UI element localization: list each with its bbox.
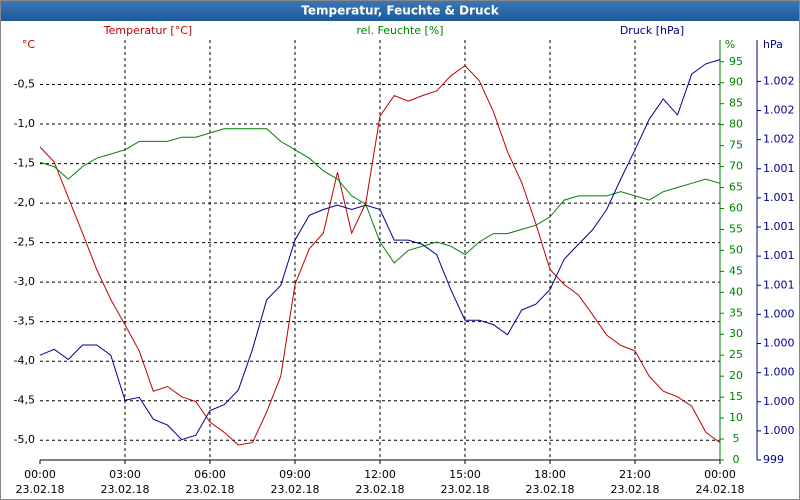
y2-tick-label: 25 xyxy=(729,348,743,361)
x-tick-label: 00:00 xyxy=(704,468,736,481)
x-tick-date: 24.02.18 xyxy=(696,483,745,496)
y-tick-label: -4,5 xyxy=(14,394,35,407)
y2-tick-label: 75 xyxy=(729,139,743,152)
y2-tick-label: 10 xyxy=(729,411,743,424)
y2-tick-label: 40 xyxy=(729,285,743,298)
y2-tick-label: 35 xyxy=(729,306,743,319)
y-tick-label: -4,0 xyxy=(14,354,35,367)
y2-tick-label: 15 xyxy=(729,390,743,403)
y2-tick-label: 0 xyxy=(733,453,740,466)
y-tick-label: -2,5 xyxy=(14,236,35,249)
y2-tick-label: 70 xyxy=(729,160,743,173)
y2-tick-label: 85 xyxy=(729,97,743,110)
series-line xyxy=(39,128,721,264)
y-tick-label: -1,5 xyxy=(14,157,35,170)
x-tick-label: 12:00 xyxy=(364,468,396,481)
y2-tick-label: 60 xyxy=(729,201,743,214)
y3-tick-label: 1.001 xyxy=(763,220,795,233)
y-tick-label: -1,0 xyxy=(14,117,35,130)
y3-tick-label: 1.002 xyxy=(763,104,795,117)
x-tick-label: 21:00 xyxy=(619,468,651,481)
x-tick-date: 23.02.18 xyxy=(186,483,235,496)
y2-tick-label: 5 xyxy=(733,432,740,445)
y-tick-label: -2,0 xyxy=(14,196,35,209)
y-tick-label: -0,5 xyxy=(14,78,35,91)
y2-tick-label: 95 xyxy=(729,55,743,68)
y3-tick-label: 1.001 xyxy=(763,162,795,175)
y3-tick-label: 999 xyxy=(763,453,784,466)
x-tick-date: 23.02.18 xyxy=(16,483,65,496)
x-tick-label: 00:00 xyxy=(24,468,56,481)
x-tick-date: 23.02.18 xyxy=(271,483,320,496)
y-tick-label: -3,0 xyxy=(14,275,35,288)
y3-unit: hPa xyxy=(763,38,783,51)
x-tick-label: 15:00 xyxy=(449,468,481,481)
axis-title: Temperatur [°C] xyxy=(103,24,192,37)
y2-tick-label: 80 xyxy=(729,118,743,131)
y2-tick-label: 20 xyxy=(729,369,743,382)
y3-tick-label: 1.001 xyxy=(763,249,795,262)
x-tick-label: 06:00 xyxy=(194,468,226,481)
y2-tick-label: 90 xyxy=(729,76,743,89)
y-tick-label: -5,0 xyxy=(14,433,35,446)
y-unit: °C xyxy=(22,38,36,51)
y2-tick-label: 55 xyxy=(729,222,743,235)
y3-tick-label: 1.001 xyxy=(763,278,795,291)
y2-tick-label: 65 xyxy=(729,181,743,194)
chart-title: Temperatur, Feuchte & Druck xyxy=(301,4,499,18)
y2-tick-label: 30 xyxy=(729,327,743,340)
x-tick-date: 23.02.18 xyxy=(611,483,660,496)
y3-tick-label: 1.000 xyxy=(763,307,795,320)
y2-tick-label: 50 xyxy=(729,243,743,256)
y2-unit: % xyxy=(725,38,735,51)
x-tick-date: 23.02.18 xyxy=(101,483,150,496)
x-tick-date: 23.02.18 xyxy=(356,483,405,496)
y3-tick-label: 1.000 xyxy=(763,366,795,379)
x-tick-label: 18:00 xyxy=(534,468,566,481)
y3-tick-label: 1.000 xyxy=(763,424,795,437)
y3-tick-label: 1.000 xyxy=(763,395,795,408)
series-line xyxy=(39,64,721,446)
x-tick-date: 23.02.18 xyxy=(526,483,575,496)
series-line xyxy=(39,59,721,441)
y-tick-label: -3,5 xyxy=(14,315,35,328)
title-bar xyxy=(0,0,800,21)
x-tick-date: 23.02.18 xyxy=(441,483,490,496)
y3-tick-label: 1.002 xyxy=(763,133,795,146)
y3-tick-label: 1.001 xyxy=(763,191,795,204)
axis-title: Druck [hPa] xyxy=(620,24,684,37)
y2-tick-label: 45 xyxy=(729,264,743,277)
y3-tick-label: 1.002 xyxy=(763,74,795,87)
x-tick-label: 03:00 xyxy=(109,468,141,481)
axis-title: rel. Feuchte [%] xyxy=(356,24,443,37)
x-tick-label: 09:00 xyxy=(279,468,311,481)
y3-tick-label: 1.000 xyxy=(763,337,795,350)
